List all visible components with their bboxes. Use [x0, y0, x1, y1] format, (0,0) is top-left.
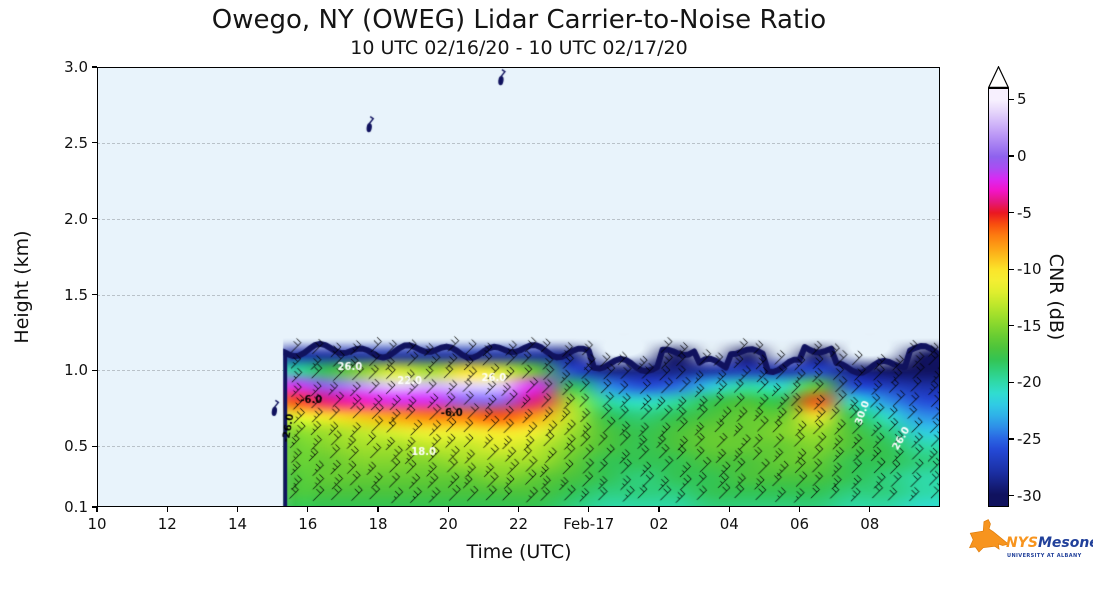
y-tick-label: 2.5: [64, 133, 88, 152]
y-tick-label: 2.0: [64, 209, 88, 228]
x-tick-label: 08: [860, 515, 880, 533]
x-tick-label: 06: [789, 515, 810, 533]
x-tick-label: 04: [719, 515, 739, 533]
y-tick-mark: [92, 293, 97, 296]
logo-mesonet-text: Mesonet: [1037, 535, 1093, 551]
y-axis-label: Height (km): [11, 230, 33, 344]
x-tick-label: 10: [87, 515, 107, 533]
colorbar-tick-label: -20: [1017, 373, 1042, 392]
colorbar-tick-mark: [1009, 155, 1014, 157]
colorbar-tick-mark: [1009, 325, 1014, 327]
logo-wordmark: NYSMesonet: [1006, 535, 1093, 551]
logo-tagline: UNIVERSITY AT ALBANY: [1007, 553, 1082, 559]
colorbar-label: CNR (dB): [1045, 253, 1067, 341]
nys-mesonet-logo: NYSMesonet UNIVERSITY AT ALBANY: [966, 511, 1093, 591]
colorbar-tick-label: -25: [1017, 430, 1042, 449]
x-tick-mark: [377, 507, 379, 512]
y-tick-label: 3.0: [64, 58, 88, 76]
x-tick-label: 18: [368, 515, 388, 533]
colorbar-tick-mark: [1009, 381, 1014, 384]
chart-subtitle: 10 UTC 02/16/20 - 10 UTC 02/17/20: [350, 37, 688, 59]
colorbar-tick-mark: [1009, 268, 1014, 270]
colorbar-tick-label: 5: [1017, 90, 1027, 109]
x-tick-label: 14: [227, 515, 248, 533]
y-tick-mark: [92, 66, 97, 68]
x-tick-mark: [307, 507, 309, 512]
y-tick-label: 1.5: [64, 285, 88, 304]
colorbar-tick-mark: [1009, 495, 1014, 497]
x-tick-mark: [588, 507, 590, 512]
x-axis-label: Time (UTC): [466, 541, 572, 563]
colorbar-over-arrow: [988, 66, 1009, 88]
x-tick-mark: [658, 507, 660, 512]
x-tick-mark: [869, 507, 871, 512]
ny-state-icon: [969, 519, 1010, 553]
x-tick-label: 02: [649, 515, 669, 533]
colorbar-tick-label: -15: [1017, 316, 1042, 335]
y-tick-label: 1.0: [64, 361, 88, 380]
y-tick-label: 0.5: [64, 437, 88, 456]
y-tick-mark: [92, 142, 97, 144]
logo-nys-text: NYS: [1006, 535, 1038, 551]
y-tick-mark: [92, 369, 97, 372]
x-tick-mark: [166, 507, 168, 512]
x-tick-mark: [517, 507, 520, 512]
cnr-field-canvas: [97, 67, 940, 507]
colorbar-tick-mark: [1009, 211, 1014, 214]
y-tick-mark: [92, 218, 97, 220]
colorbar-tick-label: 0: [1017, 146, 1027, 165]
y-tick-mark: [92, 506, 97, 508]
colorbar-gradient: [988, 88, 1009, 507]
x-tick-mark: [447, 507, 449, 512]
x-tick-mark: [236, 507, 239, 512]
x-tick-label: Feb-17: [563, 515, 615, 533]
colorbar-tick-mark: [1009, 438, 1014, 440]
x-tick-mark: [96, 507, 98, 512]
chart-title: Owego, NY (OWEG) Lidar Carrier-to-Noise …: [211, 5, 827, 35]
x-tick-label: 12: [157, 515, 177, 533]
colorbar-tick-label: -5: [1017, 203, 1032, 222]
colorbar-tick-mark: [1009, 98, 1014, 100]
y-tick-label: 0.1: [64, 498, 88, 516]
x-tick-label: 20: [438, 515, 458, 533]
y-tick-mark: [92, 445, 97, 447]
colorbar-tick-label: -10: [1017, 260, 1042, 279]
x-tick-label: 16: [298, 515, 318, 533]
x-tick-mark: [728, 507, 730, 512]
colorbar-tick-label: -30: [1017, 486, 1042, 505]
x-tick-mark: [798, 507, 801, 512]
x-tick-label: 22: [508, 515, 529, 533]
